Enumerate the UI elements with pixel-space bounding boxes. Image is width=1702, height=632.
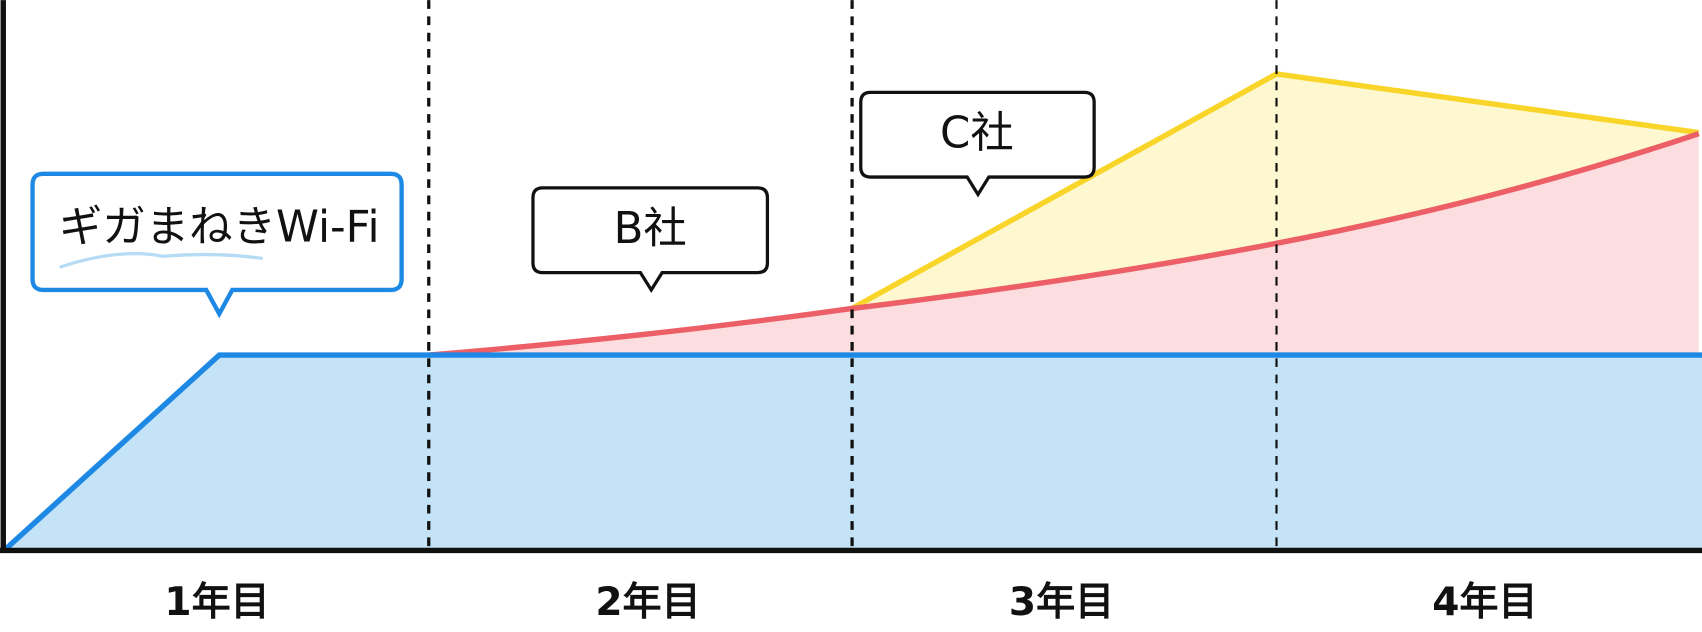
dividers xyxy=(427,0,1278,551)
blue-area xyxy=(6,355,1702,551)
callout-label: C社 xyxy=(940,108,1014,158)
red-line xyxy=(428,131,1700,358)
callout-box xyxy=(531,186,770,294)
period-label: 4年目 xyxy=(1432,580,1537,625)
period-label: 1年目 xyxy=(164,580,269,625)
yellow-area xyxy=(852,73,1699,309)
period-label: 3年目 xyxy=(1009,580,1114,625)
callout-box xyxy=(30,171,404,319)
callout-label: B社 xyxy=(614,204,687,254)
period-label: 2年目 xyxy=(595,580,700,625)
swash xyxy=(59,252,263,269)
blue-line xyxy=(4,352,1702,551)
callout-box xyxy=(859,90,1096,198)
callout-label: ギガまねきWi-Fi xyxy=(59,203,380,253)
red-area xyxy=(428,133,1699,356)
